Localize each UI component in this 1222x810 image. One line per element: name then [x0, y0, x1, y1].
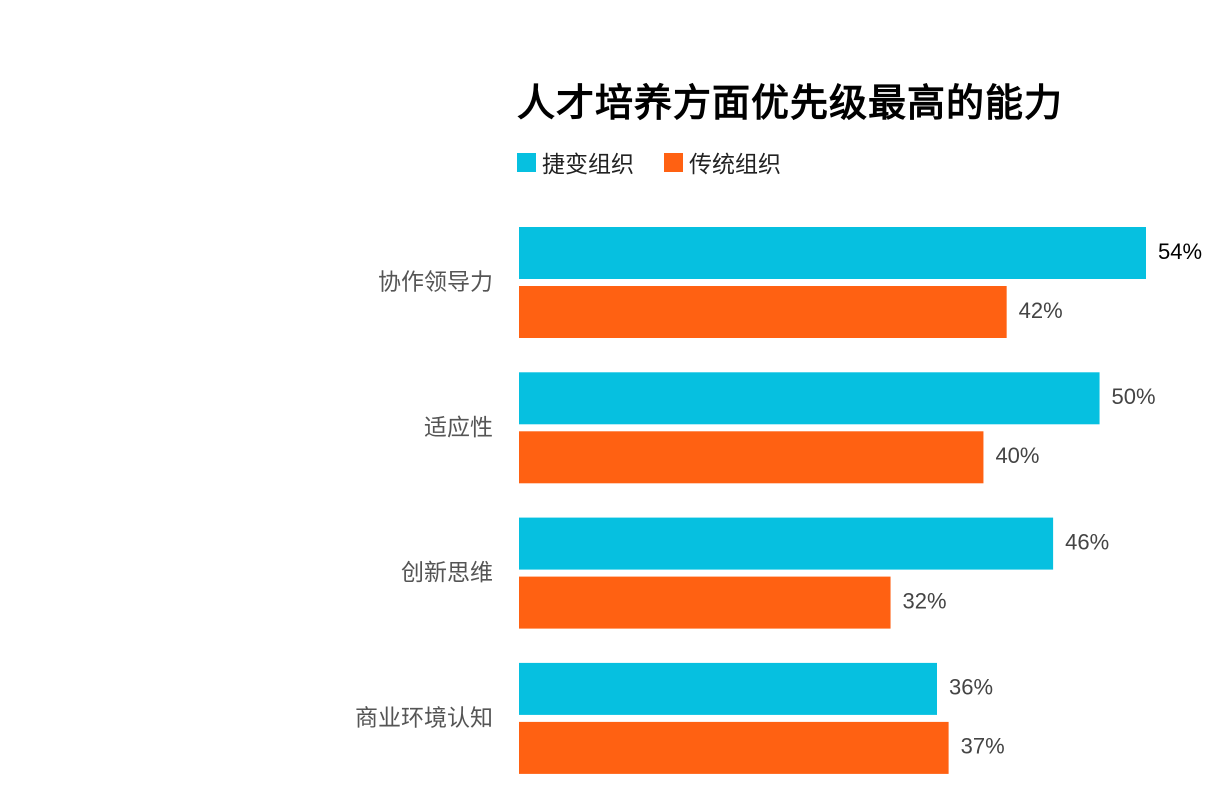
data-label: 37%: [961, 734, 1005, 759]
data-label: 36%: [949, 675, 993, 700]
category-label: 适应性: [424, 415, 493, 441]
category-label: 协作领导力: [378, 270, 493, 296]
category-label: 创新思维: [401, 560, 493, 586]
bar-traditional: [519, 286, 1007, 338]
chart-title: 人才培养方面优先级最高的能力: [517, 81, 1064, 125]
bar-agile: [519, 372, 1100, 425]
data-label: 46%: [1065, 529, 1109, 554]
category-label: 商业环境认知: [355, 705, 493, 731]
legend-item-agile: 捷变组织: [517, 145, 634, 179]
data-label: 50%: [1112, 384, 1156, 409]
legend-label-traditional: 传统组织: [689, 152, 781, 178]
legend-item-traditional: 传统组织: [664, 145, 781, 179]
legend-swatch-agile: [517, 152, 536, 172]
data-label: 42%: [1019, 298, 1063, 323]
data-label: 54%: [1158, 239, 1202, 264]
bar-traditional: [519, 576, 891, 629]
legend-swatch-traditional: [664, 152, 683, 172]
legend: 捷变组织 传统组织: [517, 146, 811, 178]
data-label: 40%: [995, 443, 1039, 468]
bar-agile: [519, 662, 937, 715]
data-label: 32%: [903, 588, 947, 613]
bar-agile: [519, 227, 1146, 279]
bar-traditional: [519, 721, 949, 774]
legend-label-agile: 捷变组织: [542, 152, 634, 178]
bar-agile: [519, 517, 1054, 570]
bar-traditional: [519, 431, 984, 484]
